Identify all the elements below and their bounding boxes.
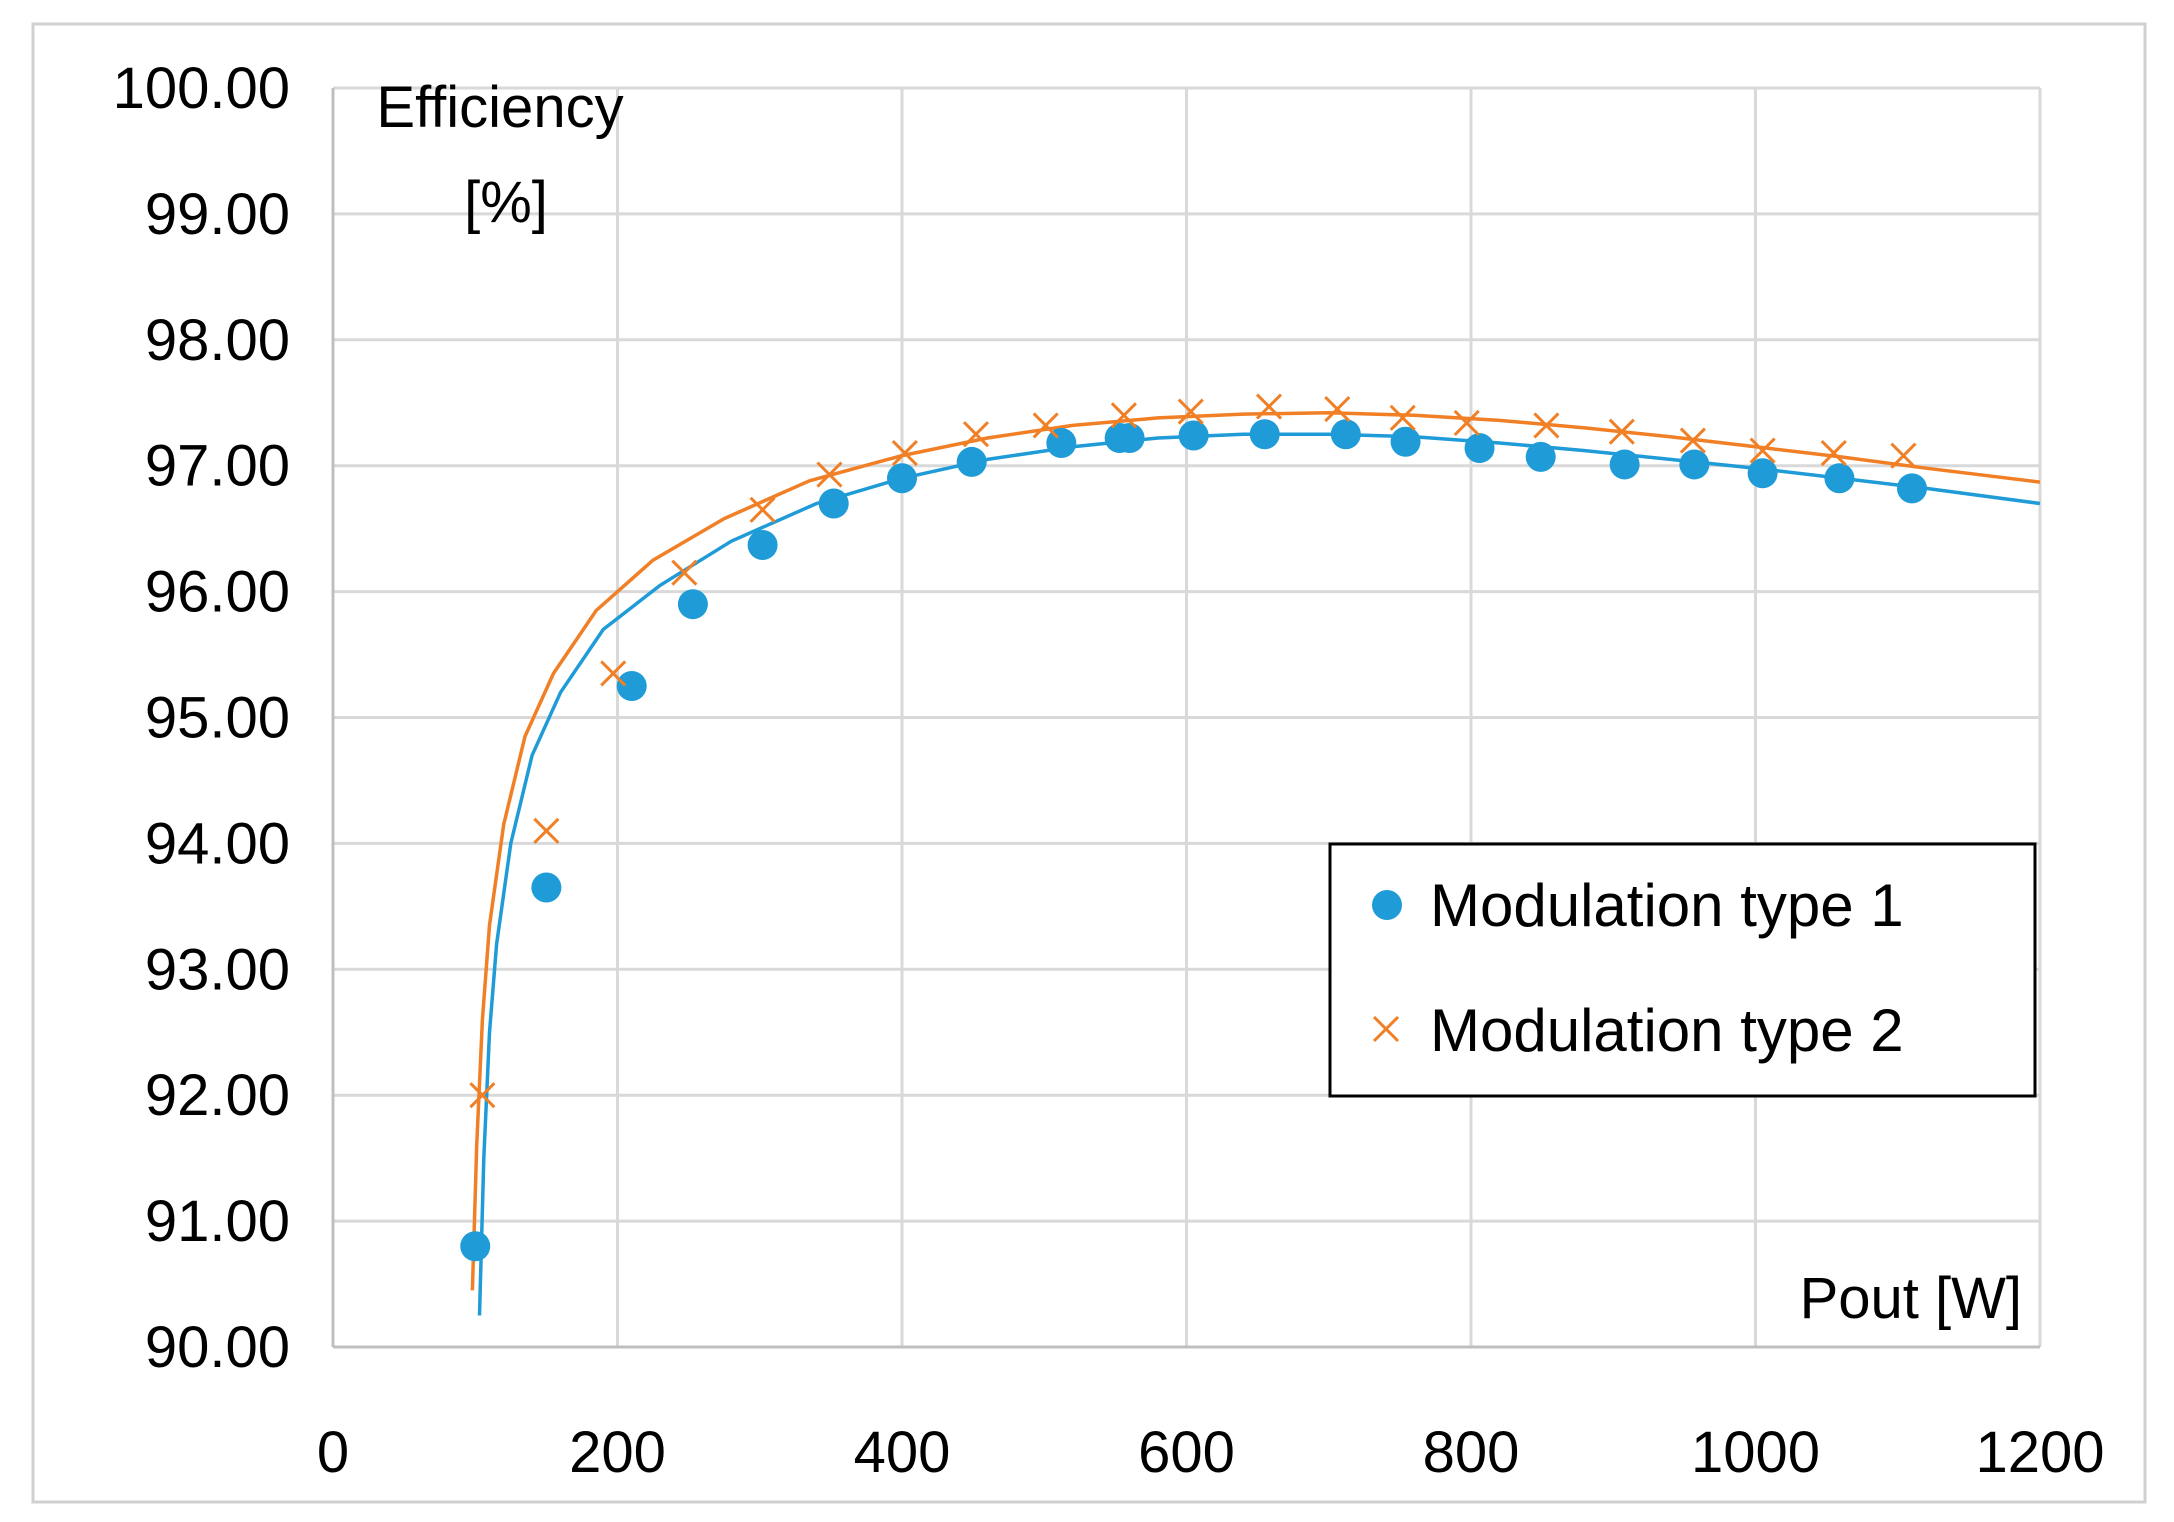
x-axis-title: Pout [W]: [1800, 1266, 2022, 1331]
data-point-series-1: [1464, 433, 1495, 464]
y-tick-label: 95.00: [145, 686, 290, 751]
y-tick-label: 93.00: [145, 937, 290, 1002]
y-tick-label: 92.00: [145, 1063, 290, 1128]
x-tick-label: 600: [1138, 1420, 1235, 1485]
data-point-series-1: [616, 671, 647, 702]
legend-marker-circle-icon: [1372, 890, 1402, 920]
y-tick-label: 97.00: [145, 434, 290, 499]
data-point-series-1: [1330, 419, 1361, 450]
data-point-series-2: [1890, 442, 1917, 469]
data-point-series-1: [818, 488, 849, 519]
trendline-series-1: [477, 432, 2041, 1316]
data-point-series-1: [747, 530, 778, 561]
data-point-series-2: [1177, 398, 1204, 425]
data-point-series-1: [1525, 441, 1556, 472]
y-tick-label: 96.00: [145, 560, 290, 625]
data-point-series-2: [1453, 409, 1480, 436]
data-point-series-1: [1609, 449, 1640, 480]
data-point-series-2: [962, 421, 990, 448]
data-point-series-2: [1533, 412, 1560, 439]
data-point-series-2: [533, 817, 560, 844]
x-tick-label: 200: [569, 1420, 666, 1485]
y-axis-title-line1: Efficiency: [376, 75, 623, 140]
y-axis-title-line2: [%]: [464, 170, 548, 235]
data-point-series-2: [816, 461, 843, 488]
data-point-series-2: [469, 1082, 496, 1109]
data-point-series-2: [1608, 418, 1635, 445]
data-point-series-1: [677, 589, 708, 620]
x-tick-label: 0: [317, 1420, 349, 1485]
data-point-series-1: [531, 872, 562, 903]
data-point-series-2: [1749, 437, 1776, 464]
plot-area: [460, 393, 2041, 1316]
data-point-series-1: [460, 1231, 491, 1262]
x-tick-label: 1200: [1975, 1420, 2104, 1485]
data-point-series-2: [1389, 404, 1416, 431]
y-tick-label: 98.00: [145, 308, 290, 373]
x-tick-label: 400: [854, 1420, 951, 1485]
data-point-series-2: [1032, 412, 1059, 439]
data-point-series-2: [600, 660, 627, 687]
data-point-series-2: [749, 496, 776, 523]
data-point-series-1: [1824, 463, 1855, 494]
x-tick-label: 800: [1423, 1420, 1520, 1485]
legend-label-series-2: Modulation type 2: [1430, 997, 1904, 1064]
data-point-series-1: [1114, 423, 1145, 454]
data-point-series-2: [1679, 427, 1706, 454]
data-point-series-2: [891, 440, 918, 467]
data-point-series-1: [887, 463, 917, 494]
data-point-series-1: [1249, 419, 1280, 450]
data-point-series-2: [1110, 402, 1137, 429]
legend-marker-x-icon: [1372, 1015, 1400, 1043]
y-tick-labels: 90.00 91.00 92.00 93.00 94.00 95.00 96.00 97.00…: [113, 56, 290, 1380]
data-point-series-1: [1679, 449, 1710, 480]
data-point-series-2: [1820, 440, 1847, 467]
data-point-series-2: [1324, 395, 1351, 423]
legend-box: [1328, 842, 2037, 1098]
data-point-series-1: [1896, 473, 1927, 504]
data-point-series-1: [1747, 458, 1778, 489]
x-tick-labels: 0 200 400 600 800 1000 1200: [317, 1420, 2105, 1485]
y-tick-label: 91.00: [145, 1189, 290, 1254]
data-point-series-1: [956, 446, 987, 477]
data-point-series-2: [1255, 393, 1283, 420]
x-tick-label: 1000: [1691, 1420, 1820, 1485]
data-point-series-1: [1390, 426, 1421, 457]
data-point-series-2: [671, 559, 698, 586]
y-tick-label: 90.00: [145, 1315, 290, 1380]
y-tick-label: 99.00: [145, 182, 290, 247]
trendline-series-2: [470, 411, 2041, 1291]
axes: [331, 88, 2040, 1349]
legend: Modulation type 1 Modulation type 2: [1328, 842, 2037, 1098]
y-tick-label: 100.00: [113, 56, 290, 121]
legend-label-series-1: Modulation type 1: [1430, 872, 1904, 939]
y-tick-label: 94.00: [145, 811, 290, 876]
chart-frame: [31, 22, 2147, 1504]
data-point-series-1: [1178, 420, 1209, 451]
